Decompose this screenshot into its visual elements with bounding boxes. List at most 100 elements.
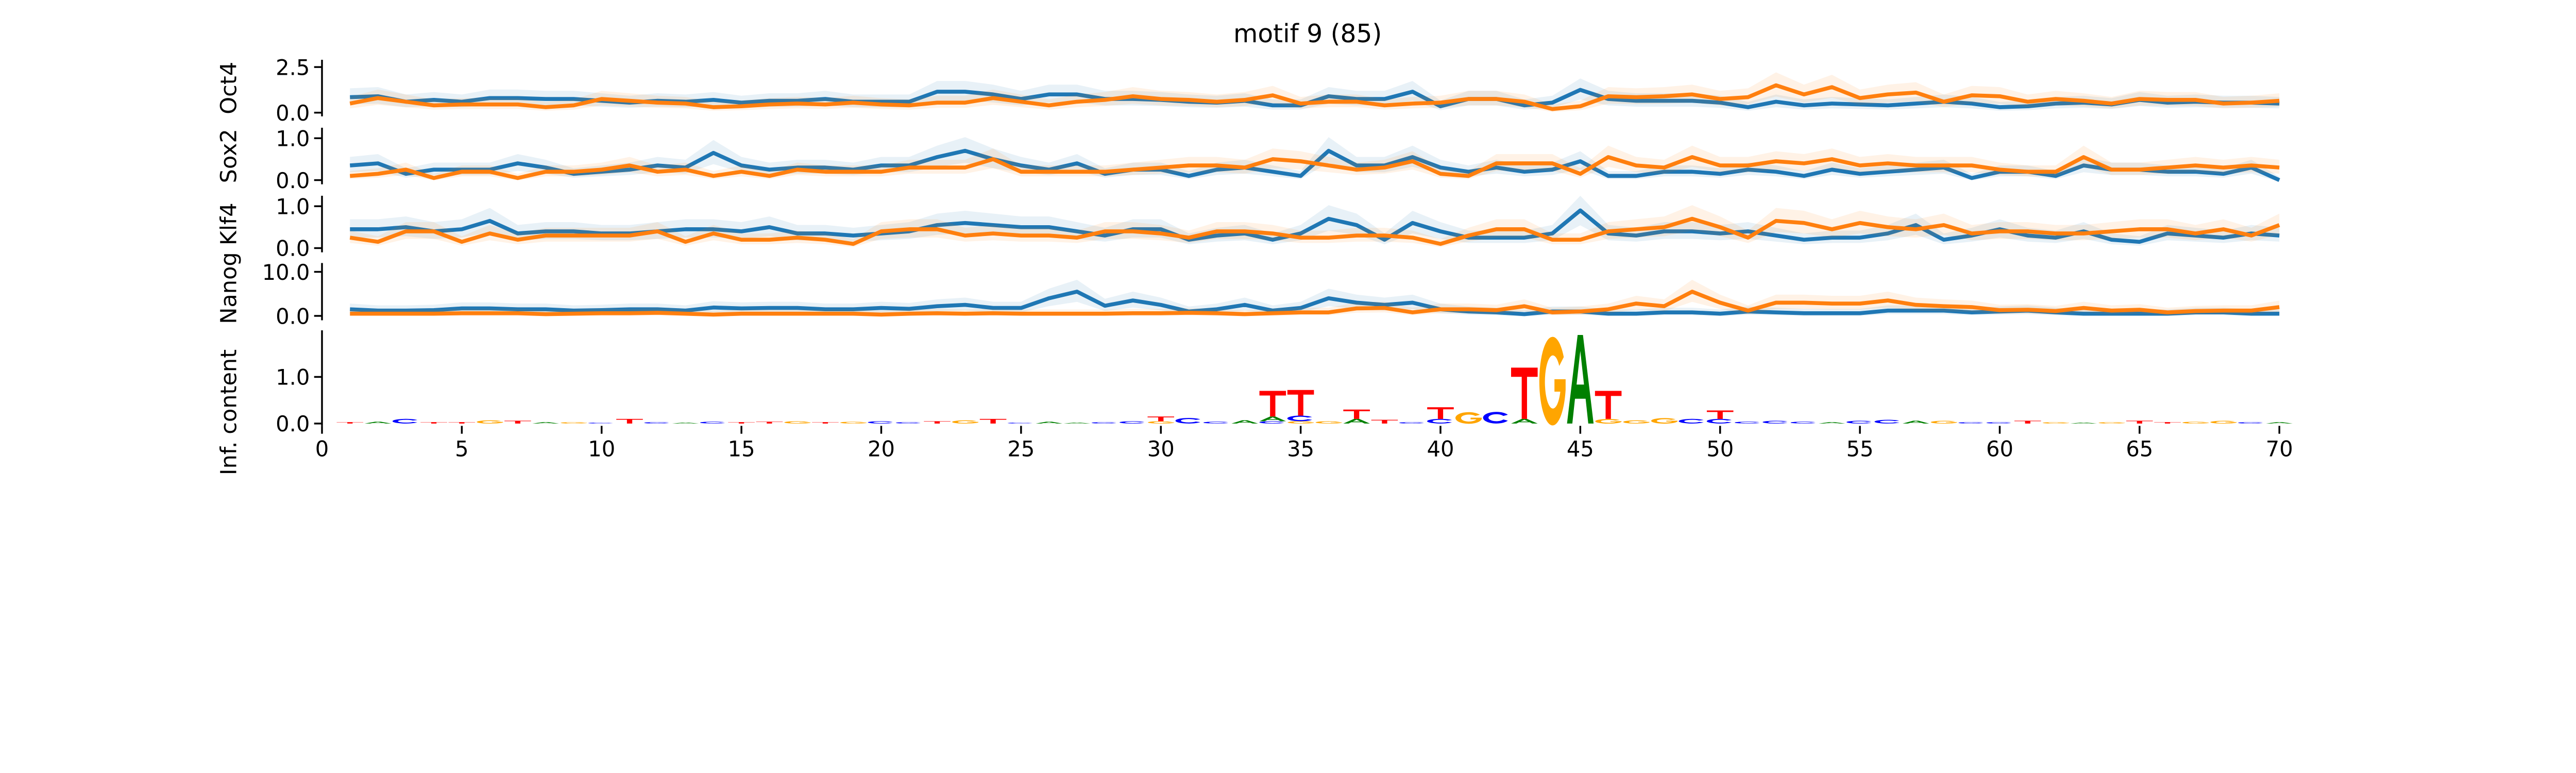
x-tick-label: 55: [1846, 436, 1874, 461]
logo-letter-T: [504, 421, 531, 424]
y-tick-label: 0.0: [276, 100, 310, 126]
logo-stack-21: [895, 422, 921, 424]
chart-title: motif 9 (85): [1233, 20, 1382, 48]
logo-stack-63: [2070, 423, 2097, 424]
logo-stack-62: [2042, 422, 2069, 424]
logo-letter-G: [1315, 421, 1342, 424]
logo-stack-24: [979, 418, 1007, 424]
y-tick-label: 0.0: [276, 236, 310, 261]
logo-letter-G: [1287, 421, 1314, 424]
logo-letter-T: [1427, 407, 1454, 419]
logo-stack-23: [952, 420, 979, 424]
series-line-orange: [349, 155, 2280, 180]
logo-stack-53: [1790, 422, 1816, 424]
logo-letter-C: [2238, 422, 2263, 424]
logo-stack-28: [1091, 422, 1116, 424]
x-tick-label: 40: [1427, 436, 1454, 461]
logo-stack-43: [1511, 367, 1538, 424]
y-axis-label: Sox2: [216, 129, 242, 183]
logo-letter-T: [2154, 422, 2181, 424]
logo-stack-19: [840, 422, 867, 424]
logo-letter-A: [1343, 418, 1370, 424]
logo-stack-45: [1567, 335, 1594, 424]
logo-stack-17: [784, 421, 811, 424]
logo-letter-T: [756, 422, 783, 424]
logo-stack-50: [1706, 410, 1734, 424]
logo-letter-T: [336, 422, 364, 424]
x-axis: 0 5 10 15 20 25 30 35 40 45 50 55 60 65 70: [315, 426, 2293, 461]
logo-stack-67: [2182, 422, 2209, 424]
logo-letter-G: [1147, 421, 1175, 424]
x-tick-label: 35: [1287, 436, 1314, 461]
logo-letter-G: [1539, 337, 1566, 426]
y-tick-label: 1.0: [276, 365, 310, 390]
logo-letter-A: [1259, 416, 1286, 422]
logo-letter-C: [588, 423, 613, 424]
logo-letter-C: [644, 422, 669, 424]
logo-stack-27: [1063, 423, 1091, 424]
logo-letter-A: [2070, 423, 2097, 424]
logo-stack-61: [2014, 421, 2041, 424]
y-axis-label: Nanog: [216, 252, 242, 324]
logo-letter-G: [840, 422, 867, 424]
logo-letter-C: [1958, 422, 1984, 424]
logo-letter-T: [728, 422, 755, 424]
logo-letter-G: [1651, 418, 1677, 424]
logo-letter-A: [1063, 423, 1091, 424]
y-axis-label: Klf4: [216, 203, 242, 245]
series-line-blue: [350, 290, 2280, 316]
motif-chart: motif 9 (85) 0.02.5Oct40.01.0Sox20.01.0K…: [216, 20, 2293, 475]
logo-letter-C: [1762, 421, 1788, 424]
logo-stack-57: [1902, 421, 1929, 424]
logo-letter-G: [2042, 422, 2069, 424]
logo-letter-A: [1567, 335, 1594, 424]
logo-letter-T: [812, 422, 839, 424]
logo-letter-G: [477, 420, 503, 424]
logo-stack-56: [1874, 419, 1900, 424]
logo-stack-70: [2266, 422, 2293, 424]
logo-stack-1: [336, 422, 364, 424]
logo-letter-C: [1706, 418, 1732, 424]
logo-letter-A: [1231, 420, 1258, 424]
logo-stack-39: [1399, 422, 1424, 424]
logo-letter-C: [1120, 421, 1145, 424]
y-axis-label: Oct4: [216, 62, 242, 114]
logo-letter-C: [1259, 421, 1284, 424]
logo-stack-26: [1036, 422, 1062, 424]
x-tick-label: 50: [1706, 436, 1734, 461]
y-tick-label: 1.0: [276, 126, 310, 152]
logo-letter-C: [1874, 419, 1900, 424]
logo-stack-68: [2210, 421, 2237, 424]
logo-letter-T: [1343, 409, 1370, 419]
logo-letter-A: [1819, 422, 1845, 424]
logo-letter-G: [952, 420, 979, 424]
logo-stack-8: [532, 422, 559, 424]
logo-letter-C: [1679, 418, 1704, 424]
logo-stack-37: [1343, 409, 1370, 424]
logo-letter-C: [1986, 422, 2011, 424]
x-tick-label: 60: [1986, 436, 2013, 461]
logo-stack-54: [1819, 422, 1845, 424]
logo-stack-20: [868, 421, 893, 424]
x-tick-label: 30: [1147, 436, 1175, 461]
logo-stack-7: [504, 421, 531, 424]
confidence-band-orange: [350, 279, 2280, 317]
logo-stack-9: [561, 422, 587, 424]
logo-letter-T: [420, 422, 447, 424]
x-tick-label: 45: [1567, 436, 1594, 461]
logo-letter-G: [1930, 421, 1957, 424]
series-line-orange: [349, 83, 2280, 111]
x-tick-label: 70: [2266, 436, 2293, 461]
logo-letter-G: [561, 422, 587, 424]
logo-letter-T: [448, 422, 476, 424]
logo-letter-T: [979, 418, 1007, 424]
logo-letter-G: [2098, 422, 2125, 424]
logo-letter-T: [1147, 416, 1175, 422]
logo-stack-11: [616, 418, 643, 424]
x-tick-label: 10: [588, 436, 615, 461]
logo-stack-65: [2126, 421, 2153, 424]
confidence-band-blue: [350, 279, 2280, 317]
logo-stack-36: [1315, 421, 1342, 424]
logo-stack-14: [700, 422, 725, 424]
x-tick-label: 25: [1007, 436, 1035, 461]
